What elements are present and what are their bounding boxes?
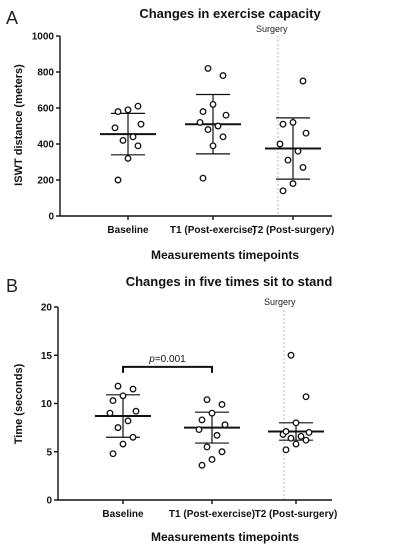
panel-a-data-point [196,118,204,126]
panel-b-data-point [203,443,211,451]
panel-b-data-point [218,448,226,456]
panel-a-data-point [199,108,207,116]
panel-a-y-tick-label: 1000 [32,32,55,43]
panel-b-p-value: =0.001 [155,354,186,365]
panel-a-data-point [214,122,222,130]
panel-b-data-point [106,409,114,417]
panel-b-surgery-annotation: Surgery [264,297,296,307]
panel-b-data-point [297,432,305,440]
panel-b-data-point [282,428,290,435]
panel-a-surgery-annotation: Surgery [256,24,288,34]
panel-b-category-label: Baseline [102,509,144,520]
panel-b-data-point [119,440,127,448]
panel-a-data-point [124,154,132,162]
panel-a-y-tick-label: 0 [48,212,54,223]
panel-b-category-label: T1 (Post-exercise) [169,509,255,520]
panel-a-data-point [289,118,297,126]
panel-a-y-axis-label: ISWT distance (meters) [13,64,25,186]
panel-b-data-point [203,396,211,404]
panel-b-data-point [124,417,132,425]
panel-a-data-point [204,126,212,134]
panel-a-y-tick-label: 600 [37,104,54,115]
panel-a-letter: A [6,8,18,28]
panel-a-data-point [302,129,310,137]
panel-a: A Changes in exercise capacity ISWT dist… [6,6,334,262]
panel-a-data-point [279,120,287,128]
panel-a-data-point [289,180,297,188]
panel-b-data-point [109,397,117,405]
panel-b-p-value-label: p=0.001 [148,354,186,365]
panel-a-data-point [294,147,302,155]
panel-a-data-point [209,100,217,108]
panel-b-data-point [198,461,206,469]
panel-a-data-point [129,133,137,141]
panel-b-data-point [282,446,290,454]
panel-b-data-point [287,434,295,442]
panel-a-data-point [111,124,119,132]
panel-b-data-point [218,401,226,408]
panel-b-category-label: T2 (Post-surgery) [255,509,338,520]
panel-a-data-point [279,187,287,195]
panel-b-data-point [287,351,295,359]
panel-a-plot: 0 200 400 600 800 1000 Baseline T1 (Post-exerci… [32,32,335,237]
panel-a-data-point [199,174,207,182]
panel-b-significance-bracket [122,365,213,373]
panel-b-data-point [129,433,137,441]
panel-a-data-point [119,136,127,144]
panel-b-data-point [302,393,310,401]
panel-a-data-point [219,72,227,80]
panel-a-data-point [114,108,122,116]
panel-a-data-point [209,142,217,150]
panel-a-x-axis-label: Measurements timepoints [151,248,299,262]
panel-a-data-point [219,133,227,141]
panel-a-title: Changes in exercise capacity [139,6,321,21]
panel-a-category-label: Baseline [107,225,149,236]
panel-a-data-point [124,106,132,114]
panel-a-category-label: T2 (Post-surgery) [252,225,335,236]
panel-a-data-point [284,156,292,164]
panel-b-data-point [292,419,300,427]
panel-b-y-tick-label: 10 [41,399,53,410]
panel-b-data-point [208,456,216,463]
panel-b-letter: B [6,276,18,296]
panel-b-data-point [302,436,310,444]
panel-a-data-point [222,111,230,119]
panel-b-data-point [114,424,122,432]
panel-b-data-point [119,392,127,400]
panel-b-data-point [109,450,117,458]
panel-b-data-point [114,382,122,390]
panel-b-data-point [292,440,300,448]
panel-a-data-point [137,120,145,128]
panel-b-data-point [129,385,137,393]
panel-b-y-tick-label: 15 [41,351,53,362]
panel-a-data-point [299,77,307,85]
panel-b-data-point [221,421,229,429]
panel-a-data-point [134,102,142,110]
panel-b-y-tick-label: 5 [46,447,52,458]
panel-b-title: Changes in five times sit to stand [126,274,333,289]
panel-a-y-tick-label: 200 [37,176,54,187]
panel-b-y-tick-label: 20 [41,303,53,314]
panel-a-data-point [114,176,122,184]
panel-a-data-point [299,163,307,171]
panel-b-data-point [132,407,140,415]
panel-b-data-point [305,429,313,436]
panel-b-data-point [198,416,206,424]
panel-b-p-symbol: p [148,354,155,365]
panel-a-y-tick-label: 400 [37,140,54,151]
panel-a-data-point [276,140,284,148]
panel-b-data-point [195,426,203,434]
panel-b-y-tick-label: 0 [46,496,52,507]
panel-a-data-point [134,142,142,150]
panel-b-x-axis-label: Measurements timepoints [151,530,299,544]
panel-b: B Changes in five times sit to stand Tim… [6,274,337,544]
panel-b-data-point [208,409,216,417]
panel-b-y-axis-label: Time (seconds) [13,363,25,444]
panel-a-y-tick-label: 800 [37,68,54,79]
panel-a-category-label: T1 (Post-exercise) [170,225,256,236]
panel-a-data-point [204,64,212,72]
panel-b-data-point [213,431,221,439]
panel-b-plot: 0 5 10 15 20 Baseline T1 (Post-exercise) T2 (Po… [41,303,338,521]
